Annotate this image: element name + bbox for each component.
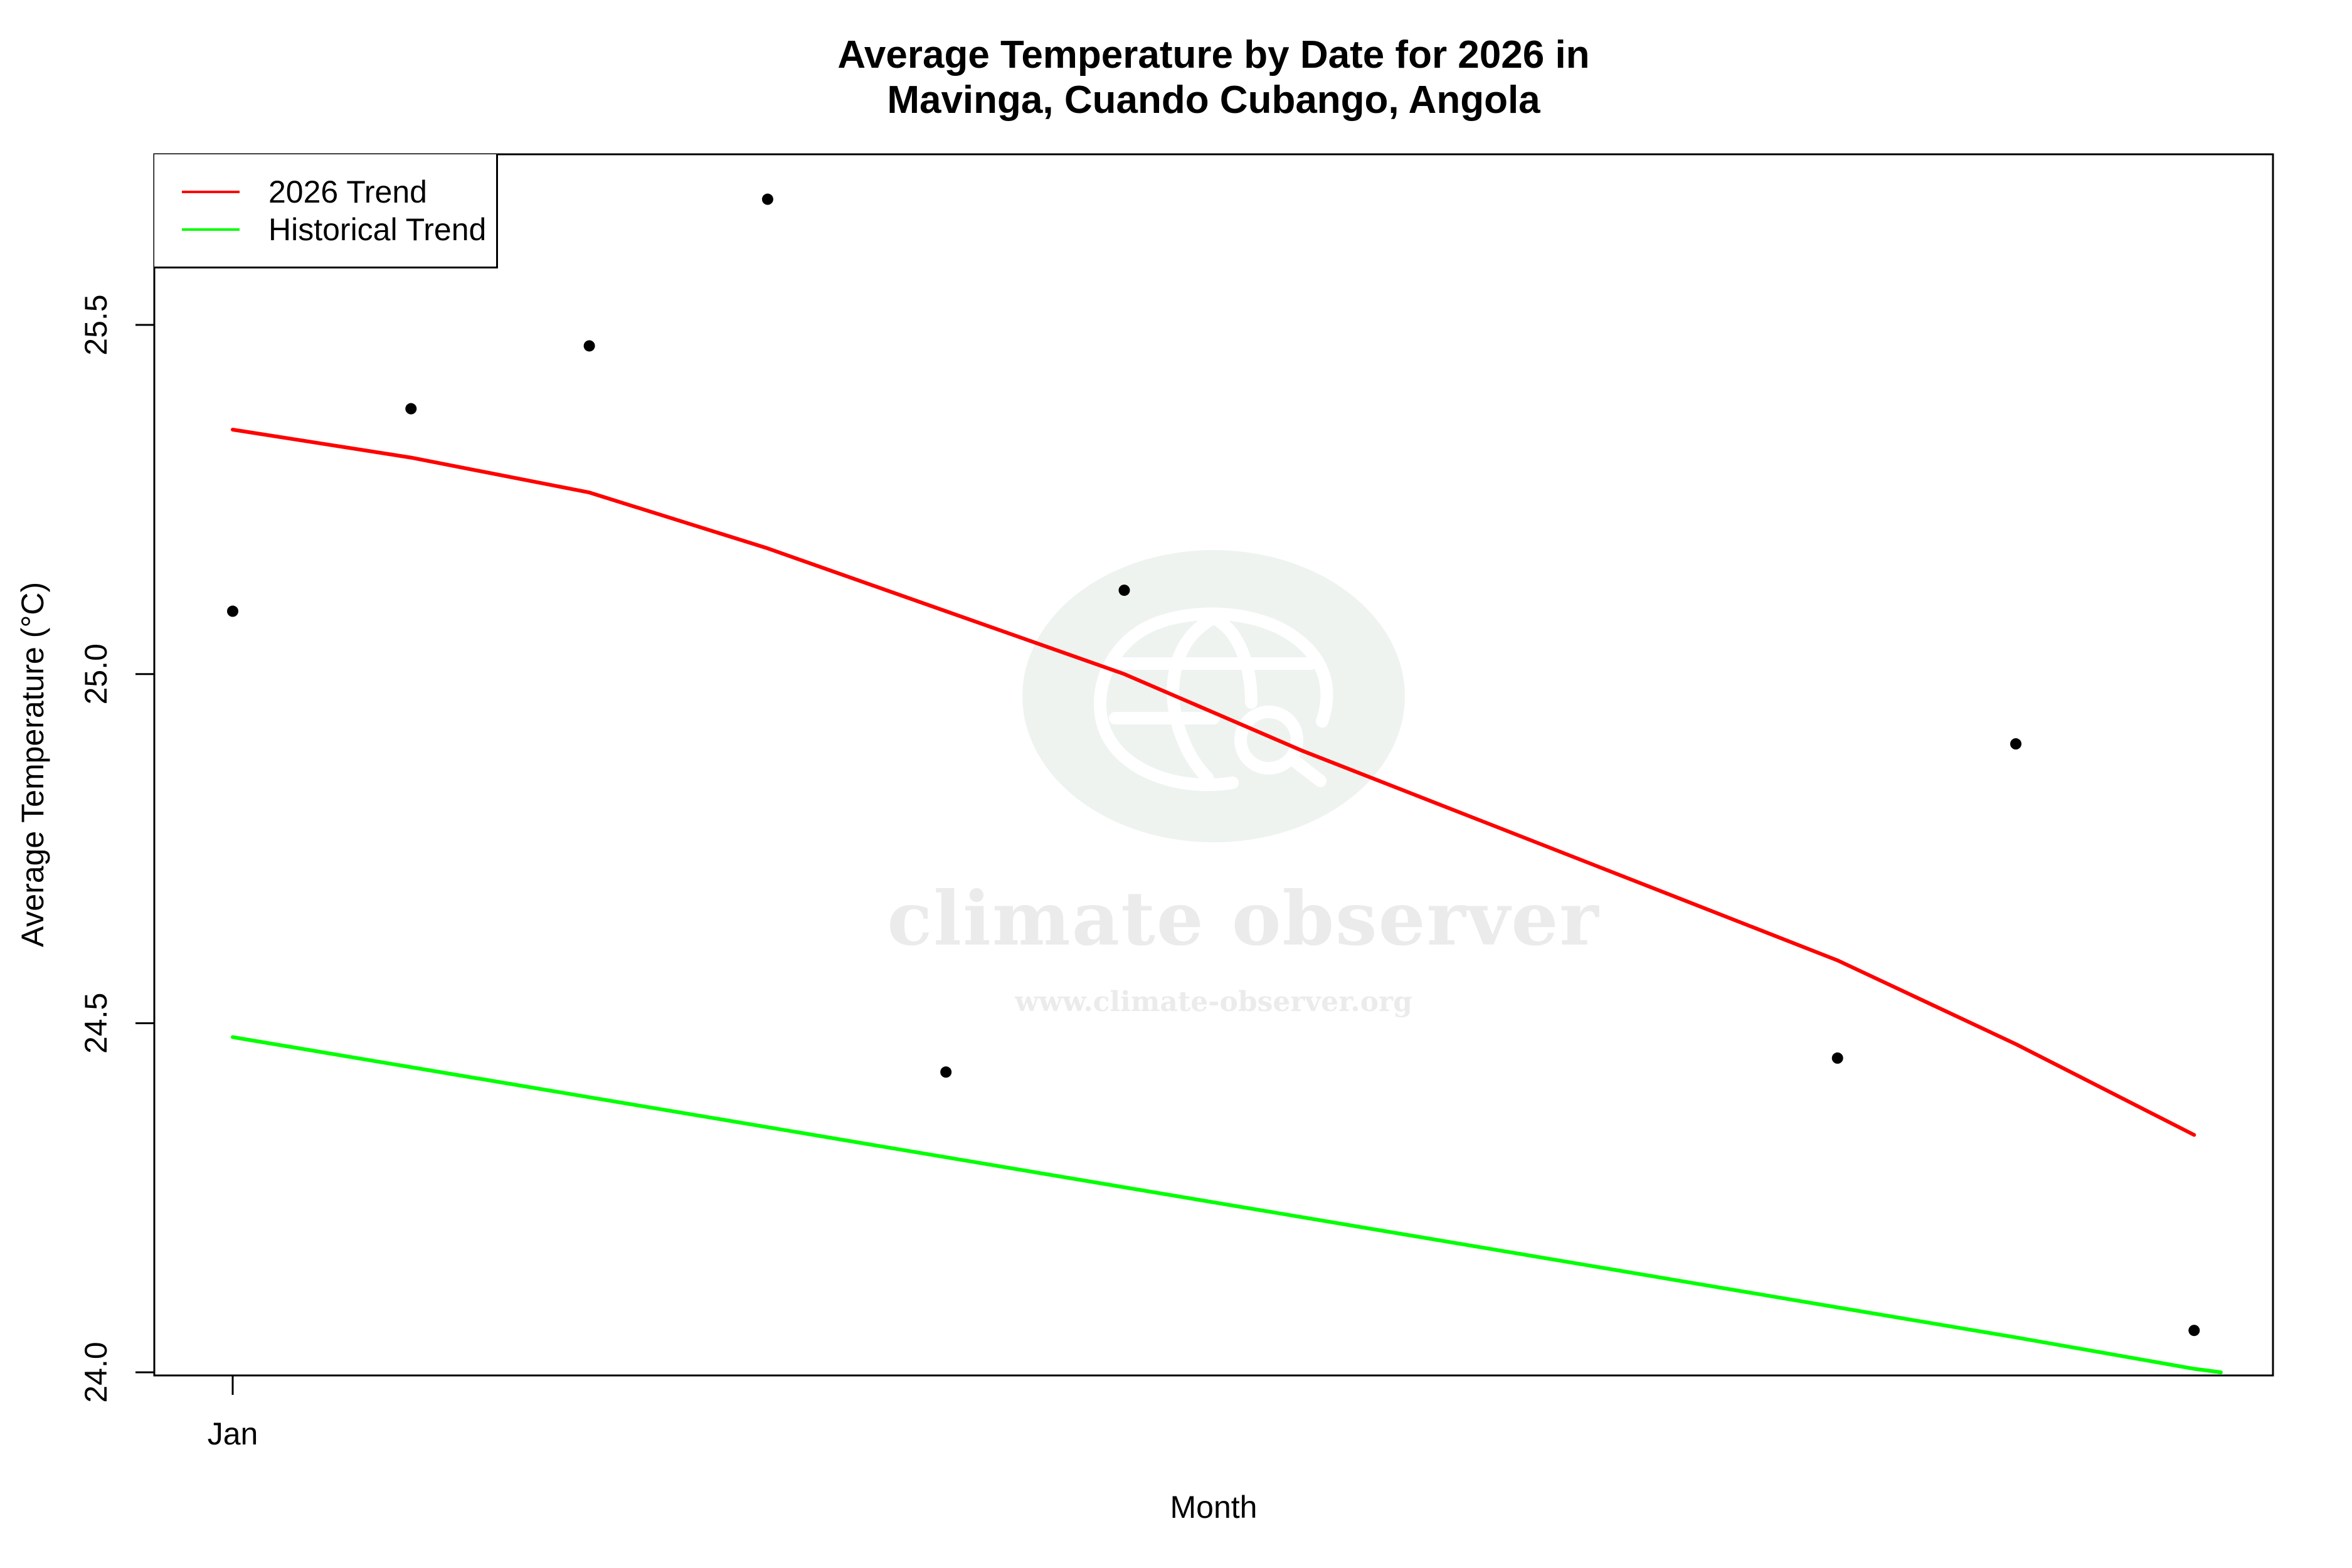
watermark-url: www.climate-observer.org (1015, 986, 1412, 1018)
data-point (1118, 585, 1130, 596)
historical-trend-line (231, 1035, 2223, 1374)
legend-swatch-green-line-icon (182, 228, 240, 231)
watermark-globe-icon (1022, 550, 1405, 842)
legend-swatch-red-line-icon (182, 191, 240, 193)
data-point (2188, 1325, 2200, 1337)
y-axis-label: Average Temperature (°C) (15, 581, 50, 948)
y-tick-label: 24.5 (78, 993, 114, 1054)
y-tick-label: 25.0 (78, 644, 114, 704)
chart-title-line-1: Average Temperature by Date for 2026 in (837, 33, 1590, 77)
legend-item-2026-trend: 2026 Trend (154, 173, 493, 211)
chart-title-line-2: Mavinga, Cuando Cubango, Angola (887, 78, 1540, 122)
series-layer (227, 193, 2223, 1374)
legend-label: 2026 Trend (268, 174, 427, 209)
data-point (2010, 738, 2021, 750)
watermark-brand: climate observer (887, 875, 1600, 962)
data-point (940, 1066, 952, 1078)
plot-area-border (153, 153, 2274, 1377)
y-tick-label: 25.5 (78, 294, 114, 355)
data-point (761, 193, 773, 205)
y-tick-label: 24.0 (78, 1342, 114, 1402)
data-point (405, 403, 417, 415)
data-point (1831, 1052, 1843, 1064)
x-tick-label: Jan (208, 1416, 258, 1451)
data-point (227, 605, 238, 617)
data-point (583, 340, 595, 352)
legend-label: Historical Trend (268, 212, 487, 247)
legend-item-historical-trend: Historical Trend (154, 211, 493, 248)
legend: 2026 Trend Historical Trend (154, 154, 498, 268)
axis-layer: 24.0 24.5 25.0 25.5 Jan (78, 294, 258, 1451)
x-axis-label: Month (1170, 1490, 1258, 1525)
2026-trend-line (231, 428, 2196, 1137)
